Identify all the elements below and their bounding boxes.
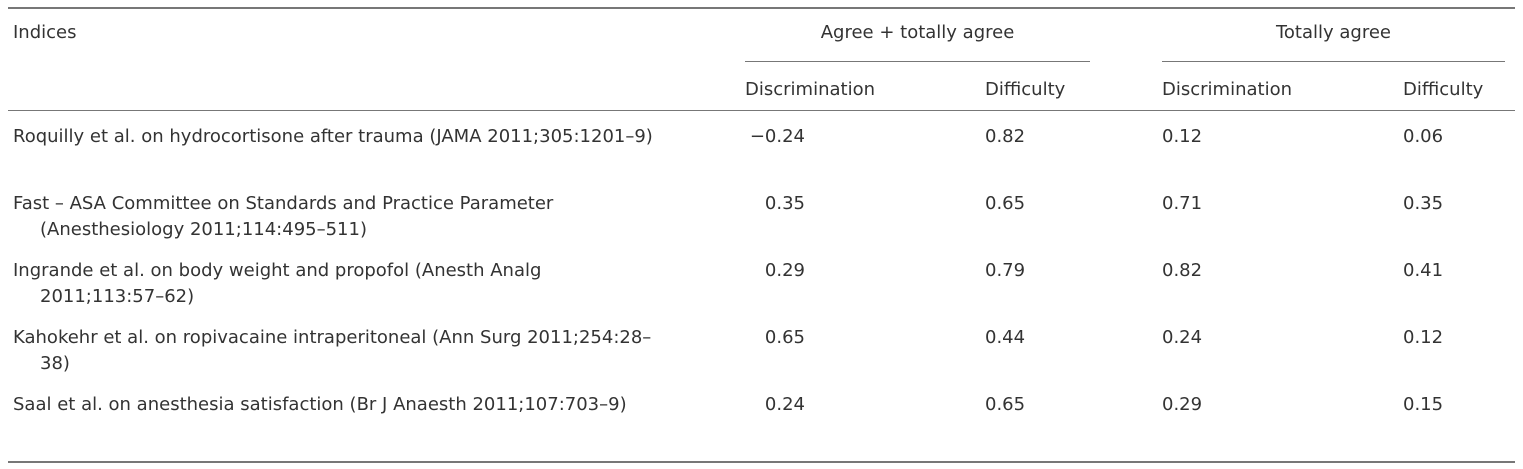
- cell-value: −0.24: [749, 126, 805, 147]
- sub-header: Difficulty: [985, 79, 1066, 100]
- group-rule: [745, 61, 1090, 62]
- row-label: Kahokehr et al. on ropivacaine intraperi…: [13, 327, 652, 374]
- cell-value: 0.65: [985, 394, 1026, 415]
- cell-value: 0.29: [1162, 394, 1203, 415]
- header-rule: [8, 110, 1515, 111]
- row-label: Ingrande et al. on body weight and propo…: [13, 260, 542, 307]
- bottom-rule: [8, 461, 1515, 463]
- row-label: Saal et al. on anesthesia satisfaction (…: [13, 394, 627, 415]
- cell-value: 0.12: [1162, 126, 1203, 147]
- sub-header: Difficulty: [1403, 79, 1484, 100]
- group-header: Totally agree: [1275, 22, 1392, 43]
- cell-value: 0.79: [985, 260, 1026, 281]
- row-label: Roquilly et al. on hydrocortisone after …: [13, 126, 653, 147]
- cell-value: 0.82: [985, 126, 1026, 147]
- cell-value: 0.15: [1403, 394, 1444, 415]
- group-rule: [1162, 61, 1505, 62]
- cell-value: 0.65: [985, 193, 1026, 214]
- row-label: Fast – ASA Committee on Standards and Pr…: [13, 193, 554, 240]
- cell-value: 0.12: [1403, 327, 1444, 348]
- sub-header: Discrimination: [1162, 79, 1292, 100]
- column-header: Indices: [13, 22, 77, 43]
- cell-value: 0.44: [985, 327, 1026, 348]
- group-header: Agree + totally agree: [820, 22, 1015, 43]
- cell-value: 0.29: [764, 260, 805, 281]
- cell-value: 0.65: [764, 327, 805, 348]
- cell-value: 0.24: [1162, 327, 1203, 348]
- cell-value: 0.35: [764, 193, 805, 214]
- cell-value: 0.24: [764, 394, 805, 415]
- cell-value: 0.41: [1403, 260, 1444, 281]
- top-rule: [8, 7, 1515, 9]
- sub-header: Discrimination: [745, 79, 875, 100]
- cell-value: 0.71: [1162, 193, 1203, 214]
- cell-value: 0.06: [1403, 126, 1444, 147]
- cell-value: 0.82: [1162, 260, 1203, 281]
- cell-value: 0.35: [1403, 193, 1444, 214]
